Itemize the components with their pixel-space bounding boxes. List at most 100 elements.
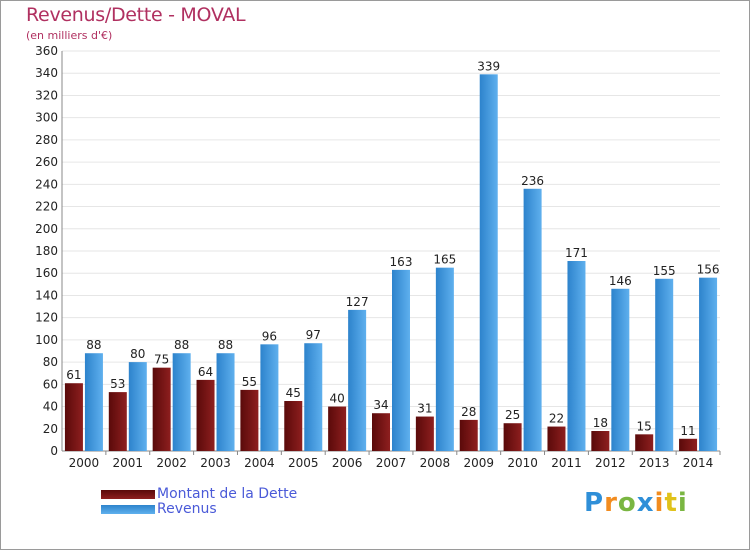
bar-revenus: [567, 261, 586, 451]
value-label-dette: 22: [549, 412, 564, 426]
value-label-revenus: 163: [390, 255, 413, 269]
y-tick-label: 240: [35, 177, 58, 191]
value-label-revenus: 88: [174, 338, 189, 352]
y-tick-label: 200: [35, 222, 58, 236]
value-label-revenus: 155: [653, 264, 676, 278]
y-tick-label: 20: [43, 422, 58, 436]
bar-dette: [284, 401, 303, 451]
value-label-dette: 18: [593, 416, 608, 430]
bar-revenus: [348, 309, 367, 451]
value-label-dette: 64: [198, 365, 213, 379]
bar-dette: [152, 367, 171, 451]
value-label-revenus: 171: [565, 246, 588, 260]
bar-dette: [64, 383, 83, 451]
y-tick-label: 160: [35, 266, 58, 280]
bar-dette: [503, 423, 522, 451]
bar-dette: [372, 413, 390, 451]
value-label-dette: 45: [286, 386, 301, 400]
value-label-dette: 40: [329, 392, 344, 406]
bar-revenus: [611, 288, 630, 451]
y-tick-label: 140: [35, 288, 58, 302]
y-tick-label: 0: [50, 444, 58, 458]
x-tick-label: 2006: [332, 456, 363, 470]
x-tick-label: 2008: [420, 456, 451, 470]
x-tick-label: 2013: [639, 456, 670, 470]
x-tick-label: 2009: [463, 456, 494, 470]
value-label-dette: 28: [461, 405, 476, 419]
bar-revenus: [523, 188, 542, 451]
value-label-revenus: 97: [306, 328, 321, 342]
y-tick-label: 280: [35, 133, 58, 147]
x-tick-label: 2007: [376, 456, 407, 470]
value-label-dette: 53: [110, 377, 125, 391]
bar-dette: [547, 426, 566, 451]
value-label-revenus: 236: [521, 174, 544, 188]
bar-revenus: [392, 269, 410, 451]
bar-revenus: [128, 362, 147, 451]
y-tick-label: 120: [35, 311, 58, 325]
bar-revenus: [655, 278, 674, 451]
value-label-revenus: 146: [609, 274, 632, 288]
legend-label-revenus: Revenus: [157, 501, 217, 517]
x-tick-label: 2010: [507, 456, 538, 470]
x-tick-label: 2005: [288, 456, 319, 470]
bar-revenus: [260, 344, 279, 451]
bar-dette: [591, 431, 610, 451]
x-tick-label: 2011: [551, 456, 582, 470]
value-label-revenus: 127: [346, 295, 369, 309]
y-tick-label: 320: [35, 88, 58, 102]
value-label-dette: 25: [505, 408, 520, 422]
y-tick-label: 340: [35, 66, 58, 80]
bar-revenus: [304, 343, 323, 451]
value-label-dette: 55: [242, 375, 257, 389]
bar-dette: [196, 379, 215, 451]
bar-revenus: [435, 267, 454, 451]
proxiti-logo: Proxiti: [584, 488, 688, 518]
value-label-dette: 34: [373, 398, 388, 412]
value-label-revenus: 156: [697, 263, 720, 277]
value-label-dette: 11: [680, 424, 695, 438]
y-tick-label: 360: [35, 44, 58, 58]
legend-swatch-revenus: [101, 505, 155, 514]
legend: Montant de la Dette Revenus: [101, 487, 297, 517]
value-label-revenus: 339: [477, 59, 500, 73]
y-tick-label: 80: [43, 355, 58, 369]
y-tick-label: 220: [35, 200, 58, 214]
bar-revenus: [699, 277, 718, 451]
bar-dette: [679, 438, 698, 451]
y-tick-label: 100: [35, 333, 58, 347]
chart-title: Revenus/Dette - MOVAL: [26, 4, 246, 26]
x-tick-label: 2002: [156, 456, 187, 470]
bar-dette: [635, 434, 654, 451]
chart-subtitle: (en milliers d'€): [26, 29, 113, 42]
legend-item-dette: Montant de la Dette: [101, 487, 297, 502]
value-label-dette: 31: [417, 402, 432, 416]
y-tick-label: 300: [35, 111, 58, 125]
x-tick-label: 2004: [244, 456, 275, 470]
y-tick-label: 60: [43, 377, 58, 391]
value-label-dette: 61: [66, 368, 81, 382]
y-tick-label: 260: [35, 155, 58, 169]
legend-item-revenus: Revenus: [101, 502, 297, 517]
bar-dette: [459, 419, 478, 451]
x-tick-label: 2012: [595, 456, 626, 470]
bar-revenus: [479, 74, 498, 451]
value-label-dette: 15: [637, 419, 652, 433]
bar-dette: [108, 392, 127, 451]
value-label-revenus: 80: [130, 347, 145, 361]
value-label-revenus: 96: [262, 329, 277, 343]
y-tick-label: 180: [35, 244, 58, 258]
bar-revenus: [216, 353, 235, 451]
bar-dette: [328, 406, 347, 451]
value-label-dette: 75: [154, 353, 169, 367]
bar-dette: [415, 416, 434, 451]
bar-dette: [240, 389, 259, 451]
legend-label-dette: Montant de la Dette: [157, 486, 298, 502]
bar-revenus: [84, 353, 103, 451]
bar-revenus: [172, 353, 191, 451]
value-label-revenus: 88: [218, 338, 233, 352]
x-tick-label: 2001: [113, 456, 144, 470]
x-tick-label: 2000: [69, 456, 100, 470]
